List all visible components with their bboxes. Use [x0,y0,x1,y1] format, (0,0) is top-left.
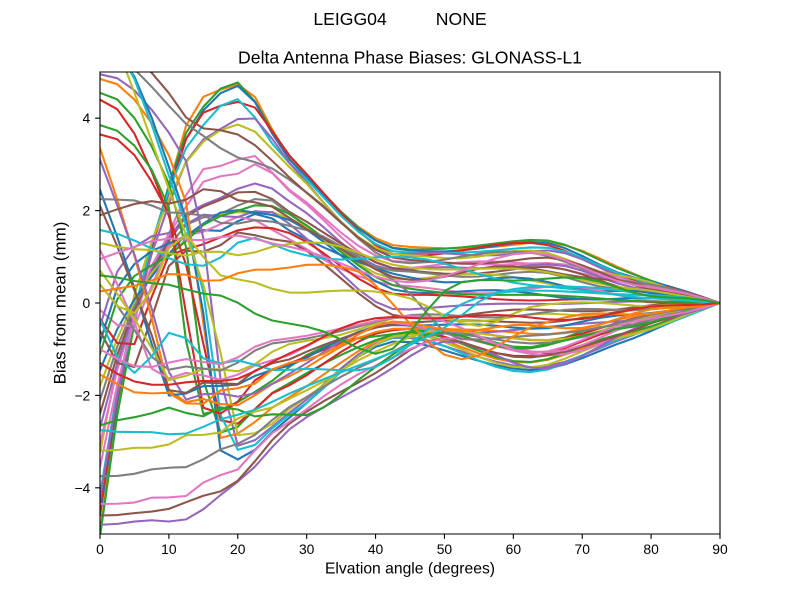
svg-text:10: 10 [161,541,177,557]
svg-text:4: 4 [83,110,91,126]
svg-text:0: 0 [96,541,104,557]
svg-text:−4: −4 [74,480,90,496]
svg-text:30: 30 [299,541,315,557]
svg-text:70: 70 [575,541,591,557]
svg-text:Bias from mean (mm): Bias from mean (mm) [50,222,69,385]
svg-text:20: 20 [230,541,246,557]
svg-text:2: 2 [83,203,91,219]
svg-text:60: 60 [506,541,522,557]
svg-text:90: 90 [712,541,728,557]
svg-text:Delta Antenna Phase Biases: GL: Delta Antenna Phase Biases: GLONASS-L1 [238,48,582,68]
svg-text:80: 80 [643,541,659,557]
svg-text:0: 0 [83,295,91,311]
svg-text:Elvation angle (degrees): Elvation angle (degrees) [325,561,495,578]
svg-text:−2: −2 [74,387,90,403]
svg-text:40: 40 [368,541,384,557]
svg-text:50: 50 [437,541,453,557]
svg-text:LEIGG04 NONE: LEIGG04 NONE [313,9,486,29]
